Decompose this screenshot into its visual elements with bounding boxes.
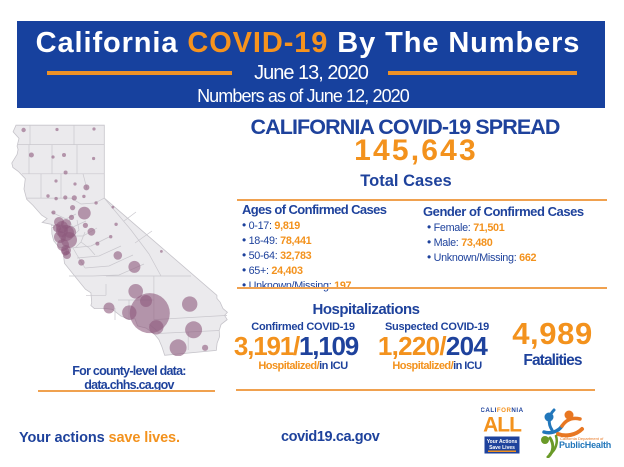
svg-text:ALL: ALL: [483, 414, 522, 437]
svg-text:Your Actions: Your Actions: [487, 439, 518, 445]
svg-text:Save Lives: Save Lives: [489, 445, 515, 451]
svg-text:California Department of: California Department of: [560, 436, 604, 441]
svg-text:PublicHealth: PublicHealth: [559, 440, 611, 450]
svg-text:CALIFORNIA: CALIFORNIA: [481, 407, 523, 414]
